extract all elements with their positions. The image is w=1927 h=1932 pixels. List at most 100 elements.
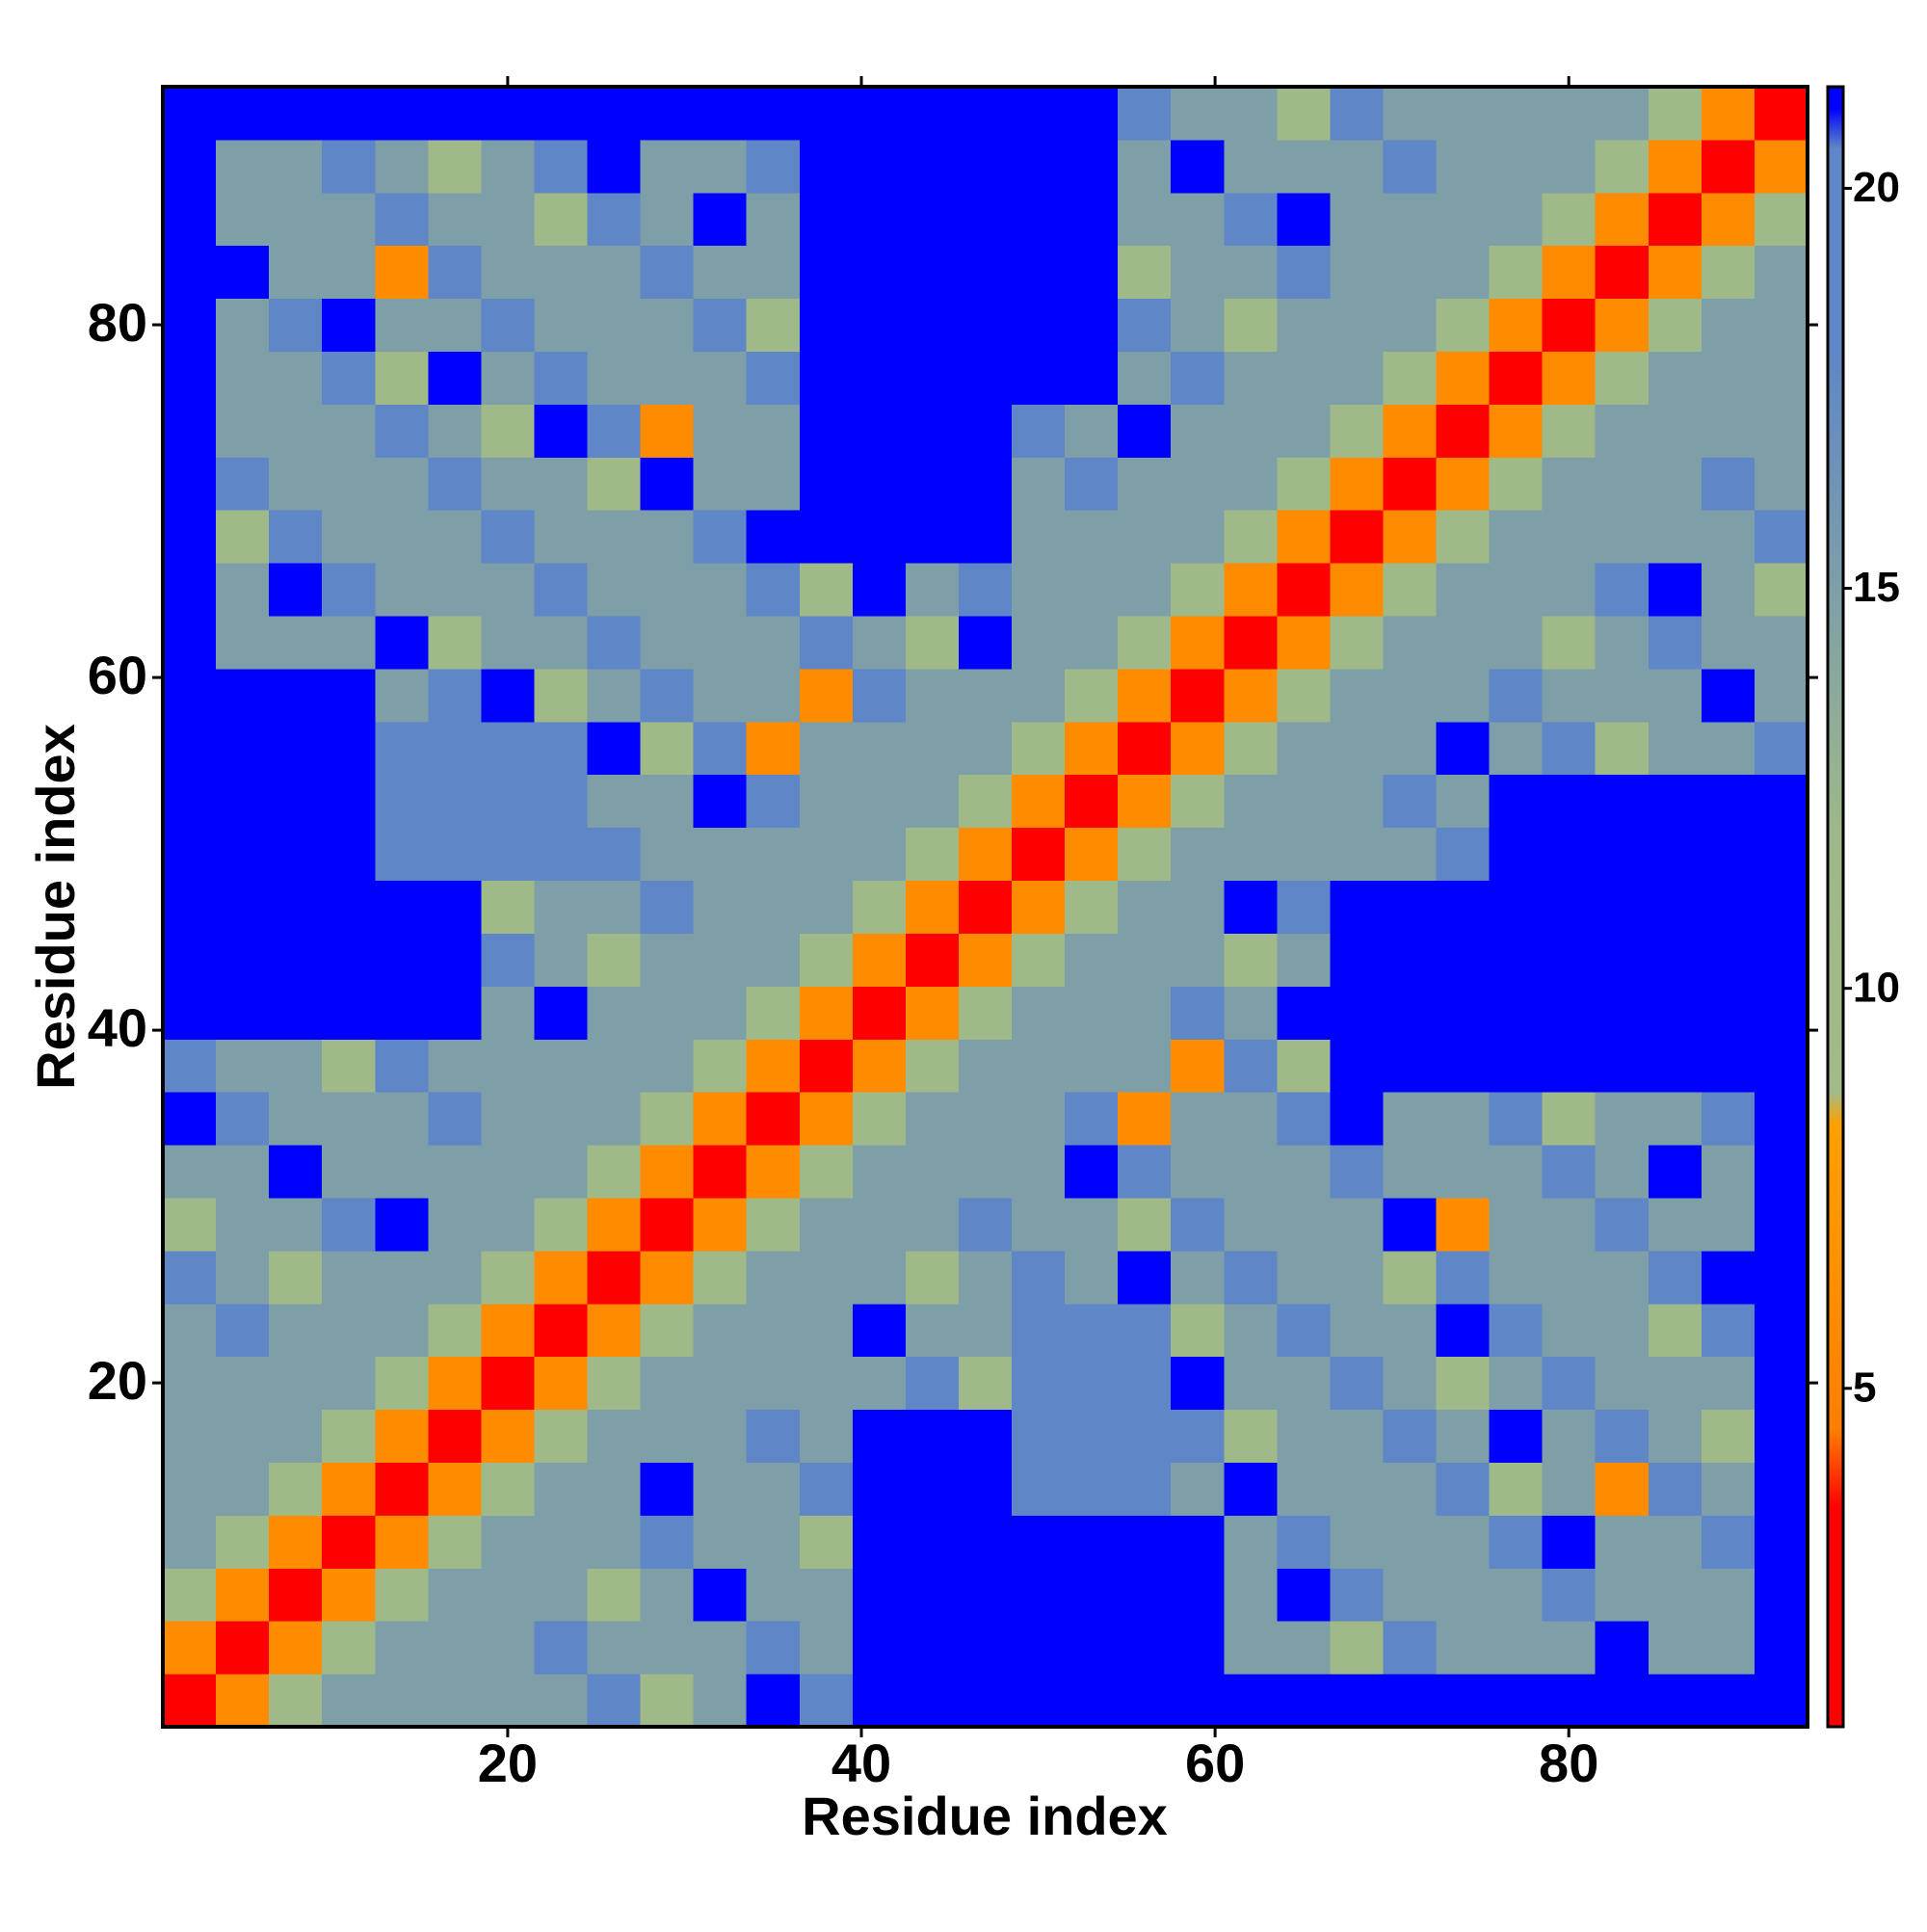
heatmap-cell: [1383, 827, 1438, 882]
heatmap-cell: [1171, 1039, 1225, 1093]
heatmap-cell: [1542, 1674, 1597, 1728]
heatmap-cell: [163, 404, 217, 458]
heatmap-cell: [799, 721, 854, 776]
heatmap-cell: [1065, 1145, 1119, 1199]
heatmap-cell: [640, 1145, 695, 1199]
heatmap-cell: [1542, 245, 1597, 300]
heatmap-cell: [428, 1356, 482, 1411]
heatmap-cell: [1277, 1303, 1331, 1358]
heatmap-cell: [1754, 668, 1808, 723]
heatmap-cell: [534, 933, 589, 987]
heatmap-cell: [163, 1356, 217, 1411]
heatmap-cell: [1277, 87, 1331, 141]
heatmap-cell: [1065, 1197, 1119, 1252]
heatmap-cell: [799, 457, 854, 511]
heatmap-cell: [1012, 668, 1066, 723]
heatmap-cell: [428, 1197, 482, 1252]
heatmap-cell: [481, 933, 535, 987]
heatmap-cell: [1330, 1674, 1384, 1728]
heatmap-cell: [1701, 457, 1755, 511]
heatmap-cell: [534, 1145, 589, 1199]
heatmap-cell: [216, 986, 270, 1040]
heatmap-cell: [640, 1197, 695, 1252]
heatmap-cell: [693, 880, 748, 934]
heatmap-cell: [1065, 616, 1119, 670]
y-tick-label: 20: [88, 1350, 147, 1411]
colorbar-tick-label: 15: [1853, 564, 1900, 611]
heatmap-cell: [428, 245, 482, 300]
heatmap-cell: [640, 1409, 695, 1463]
heatmap-cell: [1118, 510, 1172, 564]
heatmap-cell: [799, 1568, 854, 1622]
heatmap-cell: [1330, 1356, 1384, 1411]
heatmap-cell: [746, 192, 801, 247]
heatmap-cell: [1224, 827, 1278, 882]
heatmap-cell: [1595, 139, 1650, 194]
heatmap-cell: [640, 1515, 695, 1569]
heatmap-cell: [640, 457, 695, 511]
heatmap-cell: [1595, 880, 1650, 934]
heatmap-cell: [1595, 1039, 1650, 1093]
heatmap-cell: [216, 510, 270, 564]
heatmap-cell: [1012, 1621, 1066, 1675]
heatmap-cell: [1118, 1621, 1172, 1675]
heatmap-cell: [1489, 668, 1544, 723]
heatmap-cell: [693, 1145, 748, 1199]
heatmap-cell: [693, 1568, 748, 1622]
heatmap-cell: [1118, 827, 1172, 882]
heatmap-cell: [1383, 298, 1438, 353]
heatmap-cell: [1012, 1462, 1066, 1516]
heatmap-cell: [1754, 139, 1808, 194]
heatmap-cell: [1648, 298, 1703, 353]
heatmap-cell: [269, 986, 323, 1040]
heatmap-cell: [1595, 668, 1650, 723]
heatmap-cell: [852, 1356, 907, 1411]
heatmap-cell: [1542, 1145, 1597, 1199]
heatmap-cell: [1489, 1674, 1544, 1728]
heatmap-cell: [1012, 721, 1066, 776]
heatmap-cell: [269, 1250, 323, 1305]
heatmap-cell: [1224, 774, 1278, 829]
heatmap-cell: [1330, 1145, 1384, 1199]
heatmap-cell: [1489, 827, 1544, 882]
heatmap-cell: [587, 192, 642, 247]
heatmap-cell: [746, 668, 801, 723]
heatmap-cell: [799, 192, 854, 247]
heatmap-cell: [958, 721, 1013, 776]
heatmap-cell: [587, 139, 642, 194]
heatmap-cell: [640, 616, 695, 670]
heatmap-cell: [852, 404, 907, 458]
heatmap-cell: [1383, 668, 1438, 723]
heatmap-cell: [269, 1356, 323, 1411]
heatmap-cell: [1701, 1145, 1755, 1199]
heatmap-cell: [1171, 192, 1225, 247]
heatmap-cell: [375, 774, 429, 829]
heatmap-cell: [1701, 668, 1755, 723]
heatmap-cell: [852, 1303, 907, 1358]
heatmap-cell: [1754, 721, 1808, 776]
heatmap-cell: [1648, 1462, 1703, 1516]
heatmap-cell: [216, 1356, 270, 1411]
heatmap-cell: [1277, 457, 1331, 511]
heatmap-cell: [1171, 986, 1225, 1040]
heatmap-cell: [1383, 616, 1438, 670]
heatmap-cell: [1489, 351, 1544, 405]
heatmap-cell: [1648, 1568, 1703, 1622]
heatmap-cell: [905, 827, 960, 882]
heatmap-cell: [216, 351, 270, 405]
heatmap-cell: [1277, 139, 1331, 194]
heatmap-cell: [163, 774, 217, 829]
heatmap-cell: [1330, 457, 1384, 511]
heatmap-cell: [746, 1250, 801, 1305]
heatmap-cell: [905, 1462, 960, 1516]
heatmap-cell: [269, 510, 323, 564]
heatmap-cell: [216, 1197, 270, 1252]
heatmap-cell: [587, 1303, 642, 1358]
heatmap-cell: [746, 1356, 801, 1411]
heatmap-cell: [1065, 351, 1119, 405]
heatmap-cell: [1436, 1621, 1491, 1675]
heatmap-cell: [693, 986, 748, 1040]
heatmap-cell: [958, 1462, 1013, 1516]
heatmap-cell: [1224, 351, 1278, 405]
heatmap-cell: [958, 1303, 1013, 1358]
